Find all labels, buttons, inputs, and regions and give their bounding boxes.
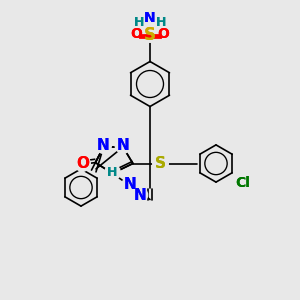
Text: H: H — [134, 16, 144, 29]
Text: N: N — [134, 188, 146, 202]
Text: N: N — [144, 11, 156, 25]
Text: Cl: Cl — [236, 176, 250, 190]
Circle shape — [105, 165, 120, 180]
Circle shape — [122, 177, 138, 192]
Text: O: O — [76, 156, 89, 171]
Text: S: S — [155, 156, 166, 171]
Text: H: H — [156, 16, 167, 29]
Text: H: H — [107, 166, 118, 179]
Text: O: O — [76, 156, 89, 171]
Circle shape — [235, 175, 251, 191]
Circle shape — [142, 27, 158, 42]
Text: O: O — [158, 28, 169, 41]
Circle shape — [129, 27, 144, 42]
Circle shape — [96, 138, 111, 153]
Text: N: N — [117, 138, 129, 153]
Text: S: S — [155, 156, 166, 171]
Text: N: N — [97, 138, 110, 153]
Circle shape — [142, 10, 158, 26]
Circle shape — [156, 27, 171, 42]
Text: O: O — [130, 28, 142, 41]
Text: Cl: Cl — [236, 176, 250, 190]
Text: O: O — [158, 28, 169, 41]
Circle shape — [132, 187, 148, 203]
Text: S: S — [144, 26, 156, 44]
Circle shape — [75, 156, 90, 171]
Circle shape — [115, 138, 131, 153]
Text: O: O — [130, 28, 142, 41]
Text: N: N — [124, 177, 136, 192]
Text: N: N — [117, 138, 129, 153]
Text: S: S — [144, 26, 156, 44]
Text: H: H — [156, 16, 167, 29]
Text: N: N — [134, 188, 146, 202]
Text: N: N — [144, 11, 156, 25]
Text: N: N — [97, 138, 110, 153]
Text: N: N — [124, 177, 136, 192]
Circle shape — [153, 156, 168, 171]
Text: H: H — [134, 16, 144, 29]
Circle shape — [131, 15, 146, 30]
Text: H: H — [107, 166, 118, 179]
Circle shape — [154, 15, 169, 30]
